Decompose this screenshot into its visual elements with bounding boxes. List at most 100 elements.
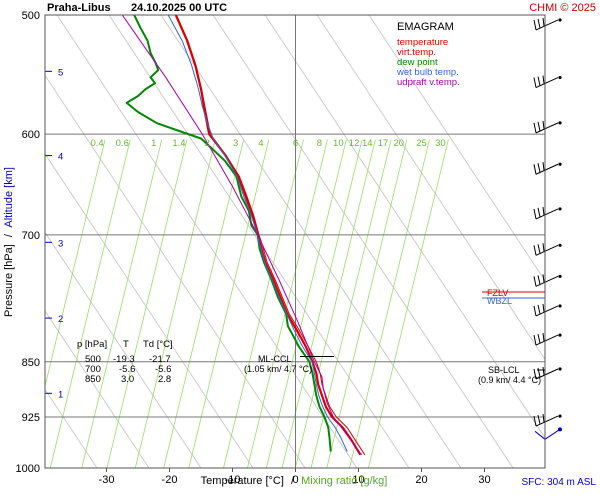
- dry-adiabat: [264, 15, 545, 439]
- table-header-p: p [hPa]: [77, 339, 107, 350]
- dry-adiabat: [45, 153, 254, 468]
- table-row-850-td: 2.8: [158, 374, 171, 385]
- legend-item-virt-temp: virt.temp.: [397, 47, 436, 58]
- wind-barb: [533, 414, 562, 427]
- sb-lcl-title: SB-LCL: [488, 365, 520, 375]
- wind-barb-feathers: [533, 17, 545, 31]
- ml-ccl-value: (1.05 km/ 4.7 °C): [244, 364, 312, 374]
- ylabel-altitude: Altitude [km]: [3, 167, 15, 228]
- wind-barb-dot: [558, 243, 562, 247]
- datetime-title: 24.10.2025 00 UTC: [131, 2, 227, 14]
- wind-barb-dot: [558, 121, 562, 125]
- wind-barb: [533, 366, 562, 380]
- wind-barb: [533, 75, 562, 89]
- pressure-tick-label: 850: [22, 357, 40, 369]
- wind-barb-feathers: [533, 333, 545, 346]
- sb-lcl-value: (0.9 km/ 4.4 °C): [478, 375, 541, 385]
- table-row-700-t: -5.6: [119, 364, 135, 375]
- grid-layer: [45, 15, 545, 468]
- wind-barb-feathers: [533, 274, 545, 287]
- dry-adiabat: [160, 15, 462, 468]
- legend-item-updraft: udpraft v.temp.: [397, 77, 460, 88]
- ylabel-pressure: Pressure [hPa]: [3, 244, 15, 317]
- wind-barb: [533, 17, 562, 31]
- wind-barb-staff: [535, 208, 559, 220]
- table-row-500-td: -21.7: [149, 354, 171, 365]
- wind-barb-staff: [535, 275, 559, 287]
- wind-barb-staff: [535, 415, 559, 427]
- table-row-850-p: 850: [85, 374, 101, 385]
- wind-barb-feathers: [533, 303, 545, 317]
- mixing-ratio-label: 30: [435, 138, 446, 149]
- legend-item-wet-bulb: wet bulb temp.: [396, 67, 459, 78]
- dry-adiabat: [45, 231, 202, 468]
- mixing-ratio-label: 1: [151, 138, 156, 149]
- wind-barb-feathers: [533, 120, 545, 133]
- wind-barb-feathers: [533, 366, 545, 380]
- sounding-table: p [hPa] T Td [°C] 500 -19.3 -21.7 700 -5…: [77, 339, 173, 385]
- wind-barb-dot: [558, 414, 562, 418]
- wind-barb-feathers: [533, 162, 545, 175]
- wind-barb-staff: [535, 19, 559, 31]
- wind-barb-dot: [558, 162, 562, 166]
- mixing-ratio-label: 6: [293, 138, 298, 149]
- mixing-ratio-label: 10: [333, 138, 344, 149]
- mixing-ratio-label: 1.4: [172, 138, 185, 149]
- mixing-ratio-line: [134, 139, 216, 468]
- mixing-ratio-line: [326, 139, 408, 468]
- x-tick-label: 0: [292, 474, 298, 486]
- mixing-ratio-line: [294, 139, 376, 468]
- wind-barb-staff: [535, 334, 559, 346]
- pressure-tick-label: 600: [22, 129, 40, 141]
- altitude-tick-label: 3: [58, 238, 63, 249]
- mixing-ratio-line: [265, 139, 347, 468]
- sfc-footer: SFC: 304 m ASL: [522, 477, 597, 488]
- altitude-tick-label: 2: [58, 314, 63, 325]
- mixing-ratio-line: [81, 139, 163, 468]
- station-title: Praha-Libus: [47, 2, 111, 14]
- labels-layer: 0.4 0.6 1 1.4 2 3 4 6 8 10 12 14 17 20 25 3050060070085…: [16, 10, 562, 486]
- mixing-ratio-line: [368, 139, 449, 468]
- wind-barb-dot: [558, 75, 562, 80]
- wind-barb-dot: [558, 304, 562, 308]
- mixing-ratio-label: 17: [378, 138, 389, 149]
- wind-barb-feathers: [533, 243, 545, 256]
- svg-text:Pressure [hPa] / A: Pressure [hPa] / Altitude [km]: [3, 167, 15, 317]
- x-tick-label: 20: [415, 474, 427, 486]
- wind-barb-staff: [535, 122, 559, 134]
- wind-barb-staff: [535, 163, 559, 175]
- mixing-ratio-label: 0.4: [90, 138, 103, 149]
- wind-barb-staff: [534, 430, 546, 440]
- table-row-700-p: 700: [85, 364, 101, 375]
- table-row-850-t: 3.0: [121, 374, 134, 385]
- wind-barb: [533, 206, 562, 220]
- mixing-ratio-label: 12: [349, 138, 360, 149]
- mixing-ratio-line: [223, 139, 304, 468]
- x-axis-label: Temperature [°C] / Mixing ratio [g/kg]: [201, 475, 388, 487]
- wind-barb-dot: [558, 18, 562, 22]
- dry-adiabat: [212, 15, 514, 468]
- ylabel-sep: /: [3, 233, 15, 237]
- dry-adiabat: [316, 15, 545, 361]
- x-tick-label: -30: [99, 474, 115, 486]
- mixing-ratio-line: [349, 139, 430, 468]
- legend: EMAGRAM temperature virt.temp. dew point…: [396, 21, 460, 88]
- mixing-ratio-label: 8: [317, 138, 322, 149]
- wind-barb: [533, 162, 562, 175]
- x-tick-label: -10: [225, 474, 241, 486]
- legend-item-temperature: temperature: [397, 37, 448, 48]
- series-udpraft-v-temp: [121, 15, 363, 456]
- pressure-tick-label: 500: [22, 10, 40, 22]
- plot-frame: [44, 14, 546, 469]
- wind-barb-line: [544, 428, 561, 440]
- mixing-ratio-label: 3: [233, 138, 238, 149]
- wind-barb-dot: [558, 207, 562, 211]
- wind-barb: [533, 120, 562, 134]
- table-header-t: T: [123, 339, 129, 350]
- mixing-ratio-label: 25: [416, 138, 427, 149]
- wind-barb: [533, 333, 562, 346]
- table-row-500-p: 500: [85, 354, 101, 365]
- x-tick-label: -20: [162, 474, 178, 486]
- xlabel-mix: Mixing ratio [g/kg]: [301, 475, 387, 487]
- legend-title: EMAGRAM: [397, 21, 454, 33]
